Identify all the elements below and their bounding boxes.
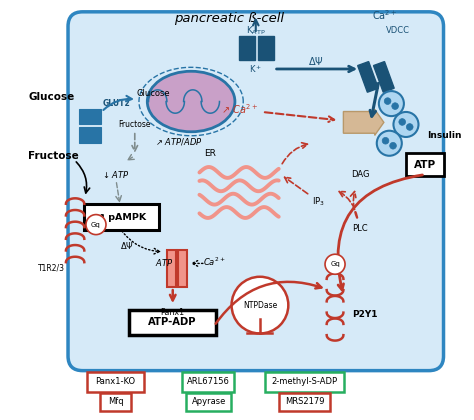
Text: Panx1-KO: Panx1-KO (96, 378, 136, 386)
Text: Ca$^{2+}$: Ca$^{2+}$ (373, 8, 398, 22)
Text: NTPDase: NTPDase (243, 301, 277, 310)
Text: MRS2179: MRS2179 (285, 397, 324, 407)
Text: ARL67156: ARL67156 (187, 378, 229, 386)
Circle shape (399, 118, 406, 125)
Bar (79, 127, 101, 143)
Bar (258, 36, 273, 60)
Circle shape (393, 112, 419, 137)
FancyBboxPatch shape (186, 393, 231, 411)
Text: 2-methyl-S-ADP: 2-methyl-S-ADP (272, 378, 337, 386)
Text: ER: ER (204, 149, 216, 158)
Text: P2Y1: P2Y1 (352, 310, 377, 319)
FancyBboxPatch shape (84, 204, 159, 231)
Bar (178, 250, 187, 287)
Bar (79, 109, 101, 124)
FancyBboxPatch shape (182, 372, 235, 392)
Circle shape (382, 137, 389, 144)
Circle shape (377, 131, 402, 156)
FancyBboxPatch shape (100, 393, 131, 411)
Text: T1R2/3: T1R2/3 (38, 264, 65, 273)
Text: DAG: DAG (351, 170, 369, 179)
Text: K$_{\rm ATP}$: K$_{\rm ATP}$ (246, 24, 265, 37)
Bar (239, 36, 255, 60)
Text: Glucose: Glucose (28, 92, 74, 102)
Circle shape (379, 91, 404, 116)
Text: GLUT2: GLUT2 (103, 99, 130, 108)
Text: $\it{Ca}^{2+}$: $\it{Ca}^{2+}$ (203, 256, 225, 268)
Circle shape (86, 215, 106, 235)
Text: $\Delta\Psi$: $\Delta\Psi$ (309, 55, 324, 67)
FancyArrow shape (343, 110, 384, 135)
Text: Insulin: Insulin (427, 131, 461, 140)
Circle shape (232, 277, 288, 333)
Text: Glucose: Glucose (137, 89, 170, 98)
FancyBboxPatch shape (129, 310, 216, 335)
Text: ATP: ATP (414, 160, 436, 170)
Circle shape (392, 103, 399, 110)
Text: Fructose: Fructose (28, 151, 79, 161)
Circle shape (406, 123, 413, 130)
Text: ATP-ADP: ATP-ADP (148, 317, 197, 327)
Text: $\Delta\Psi$: $\Delta\Psi$ (119, 240, 133, 251)
Text: $\it{ATP}$: $\it{ATP}$ (155, 257, 173, 268)
Text: ↓ $\it{ATP}$: ↓ $\it{ATP}$ (102, 169, 130, 180)
Text: VDCC: VDCC (386, 26, 410, 35)
Text: pancreatic ß-cell: pancreatic ß-cell (173, 12, 283, 25)
Text: Gq: Gq (91, 222, 101, 228)
Text: Gq: Gq (330, 261, 340, 267)
Text: PLC: PLC (352, 224, 368, 233)
Text: ↗ pAMPK: ↗ pAMPK (97, 213, 146, 222)
Bar (358, 62, 378, 92)
Text: Panx1: Panx1 (161, 308, 185, 317)
FancyBboxPatch shape (406, 153, 444, 176)
Bar (167, 250, 176, 287)
Text: K$^+$: K$^+$ (249, 63, 262, 75)
FancyBboxPatch shape (265, 372, 344, 392)
Circle shape (384, 98, 391, 105)
FancyBboxPatch shape (87, 372, 144, 392)
FancyBboxPatch shape (68, 12, 444, 370)
Circle shape (390, 142, 396, 149)
Bar (374, 62, 394, 92)
Text: ↗ $\it{ATP/ADP}$: ↗ $\it{ATP/ADP}$ (155, 136, 202, 147)
FancyBboxPatch shape (279, 393, 330, 411)
Text: Mfq: Mfq (108, 397, 123, 407)
Text: Fructose: Fructose (118, 120, 151, 129)
Circle shape (325, 254, 345, 274)
Ellipse shape (147, 71, 235, 132)
Text: IP$_3$: IP$_3$ (312, 195, 325, 208)
Text: ↗ $\it{Ca}^{2+}$: ↗ $\it{Ca}^{2+}$ (220, 102, 257, 116)
Text: Apyrase: Apyrase (191, 397, 226, 407)
